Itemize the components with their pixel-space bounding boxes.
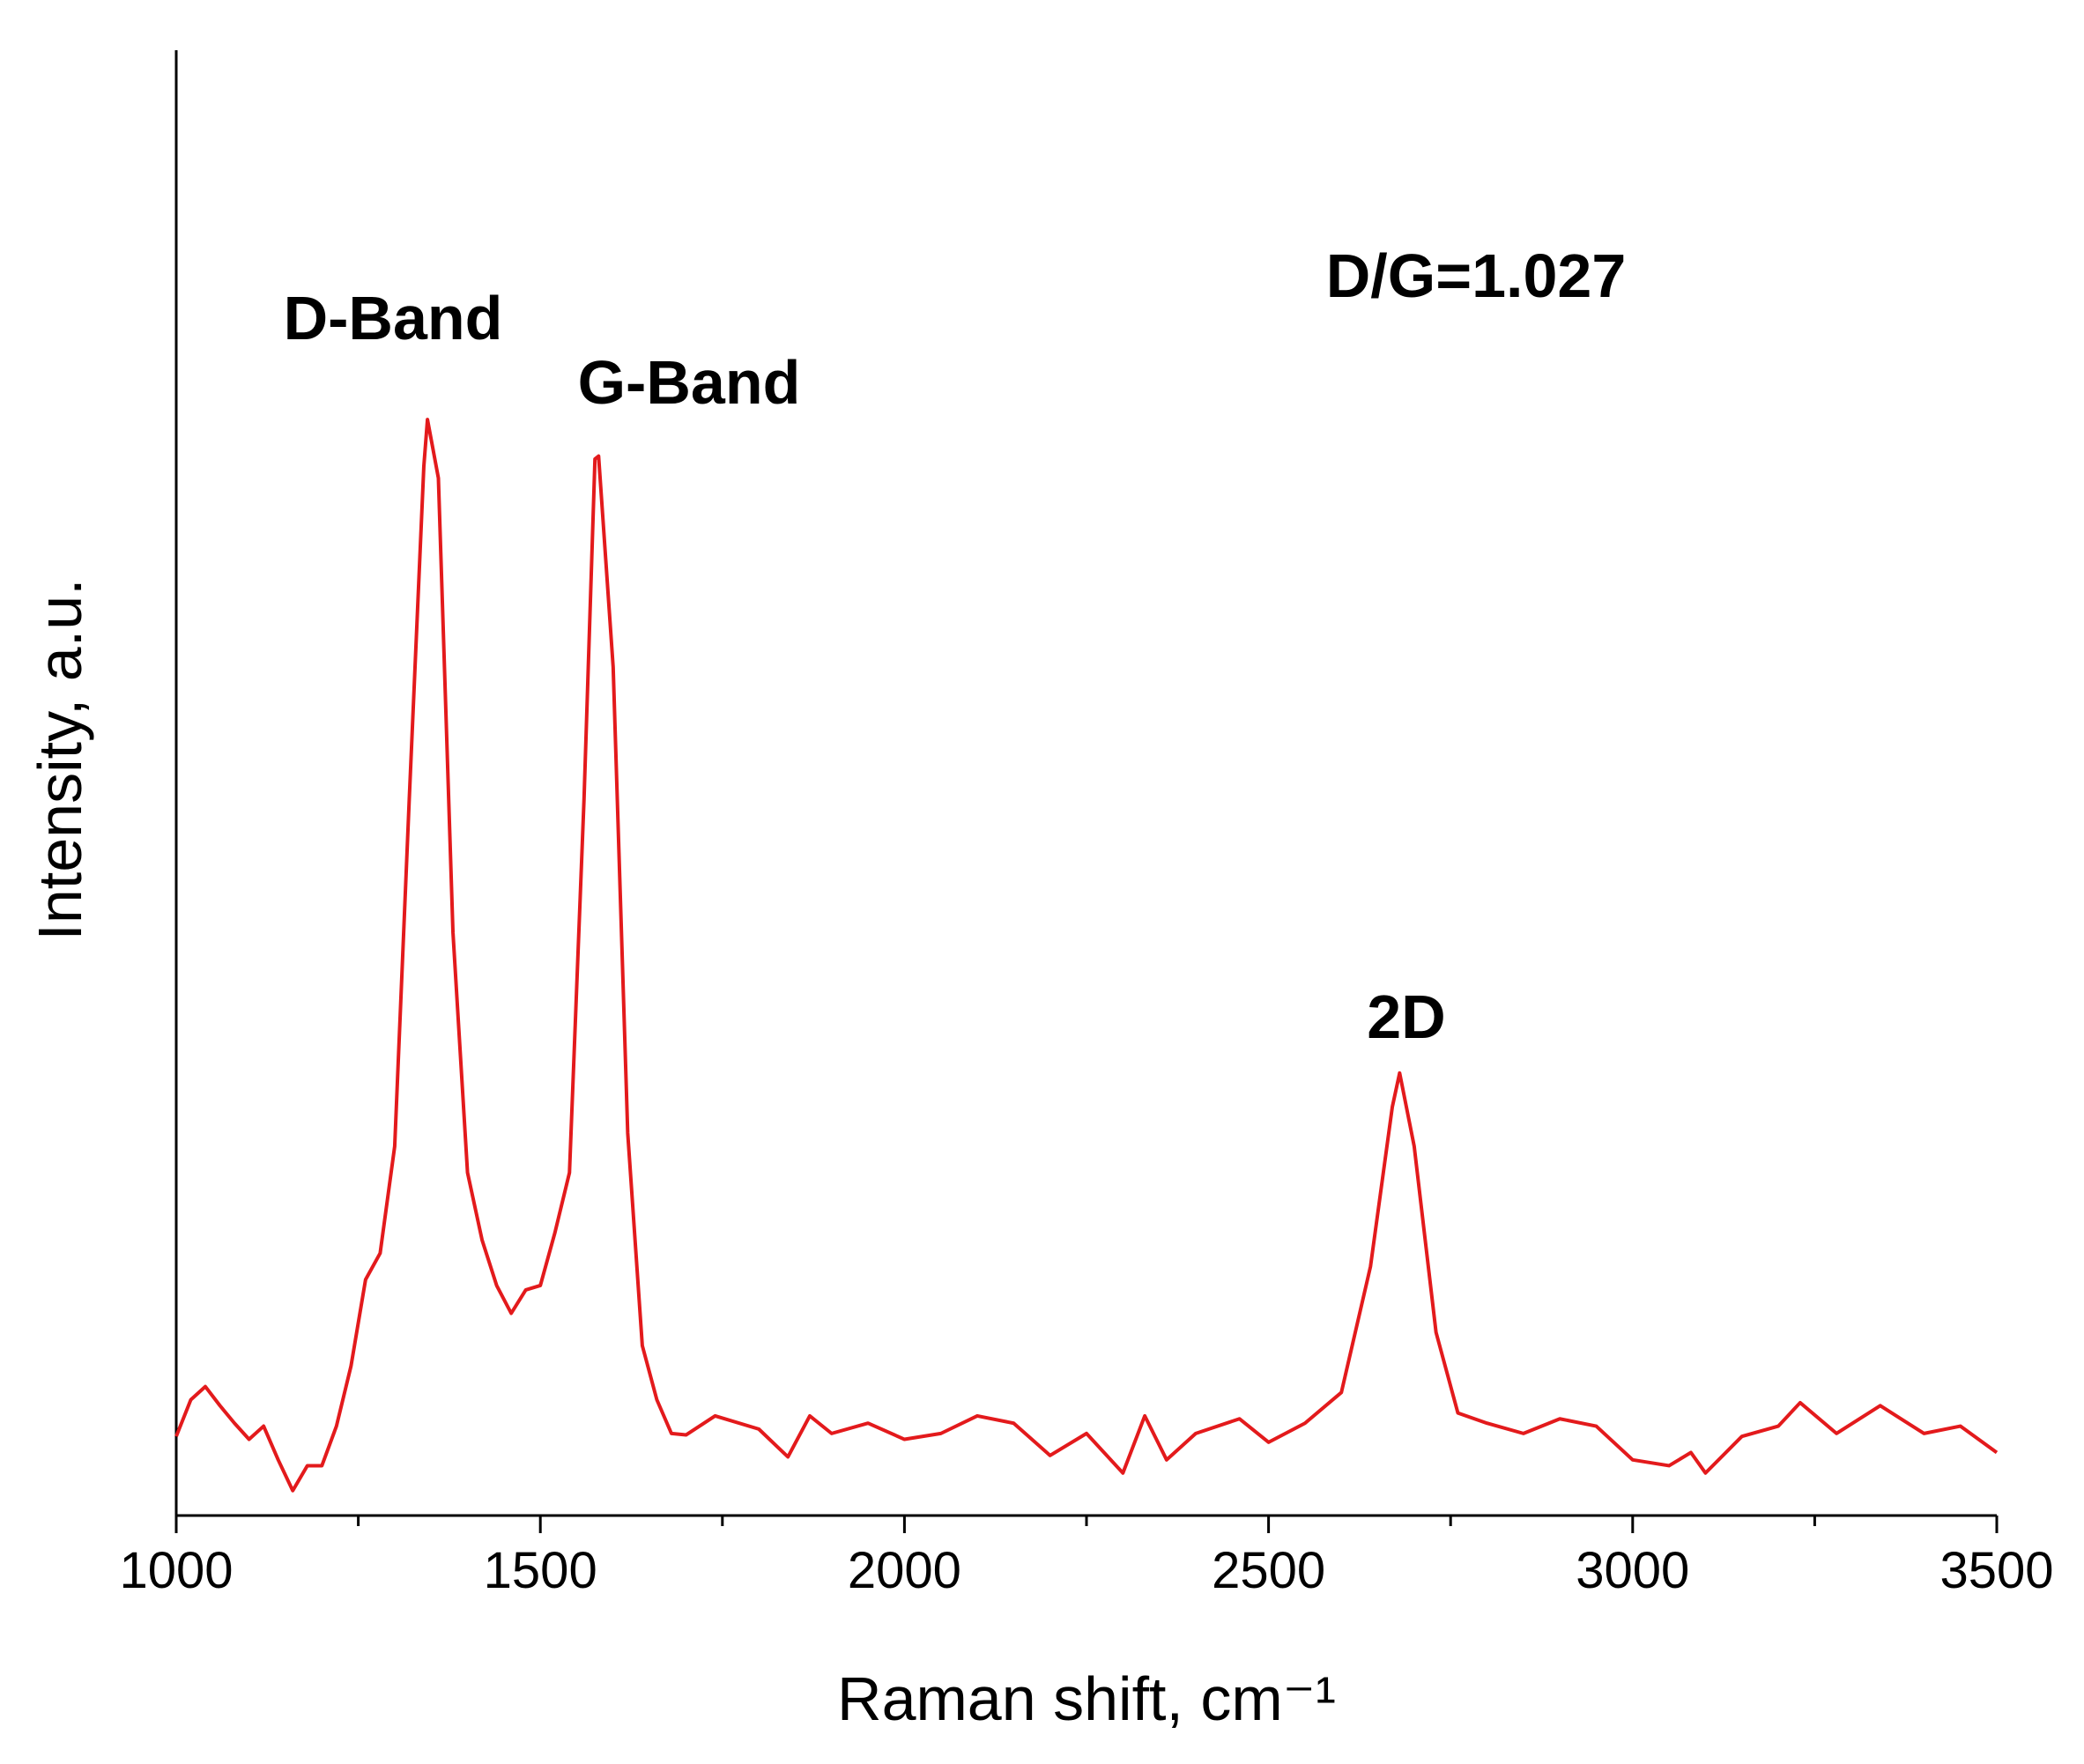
annotation: D/G=1.027 bbox=[1326, 241, 1627, 310]
annotation: 2D bbox=[1367, 982, 1445, 1051]
y-axis-label: Intensity, a.u. bbox=[26, 578, 94, 940]
x-tick-label: 1000 bbox=[119, 1542, 233, 1599]
x-tick-label: 3000 bbox=[1576, 1542, 1689, 1599]
line bbox=[174, 418, 1999, 1493]
annotation: G-Band bbox=[578, 348, 801, 417]
x-tick-label: 1500 bbox=[484, 1542, 597, 1599]
x-axis-label: Raman shift, cm⁻¹ bbox=[837, 1664, 1336, 1733]
annotation: D-Band bbox=[284, 284, 503, 352]
x-tick-label: 3500 bbox=[1939, 1542, 2053, 1599]
x-tick-label: 2000 bbox=[848, 1542, 961, 1599]
x-tick-label: 2500 bbox=[1212, 1542, 1325, 1599]
